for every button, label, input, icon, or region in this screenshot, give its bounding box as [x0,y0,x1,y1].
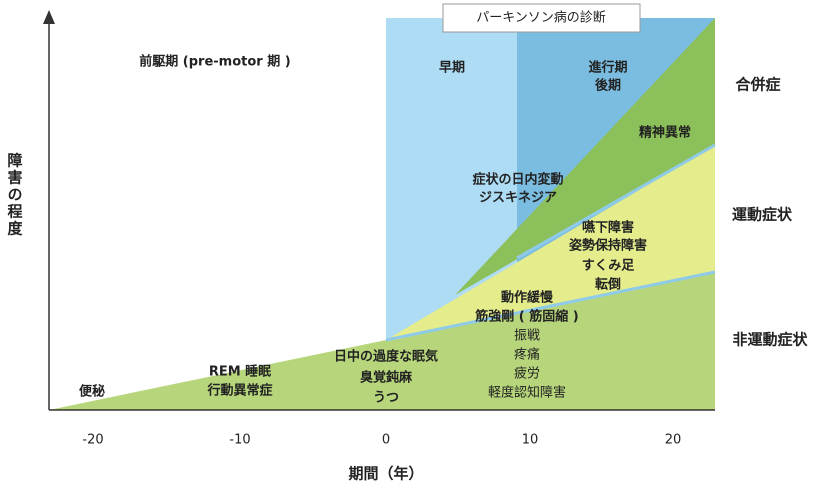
symptom: 姿勢保持障害 [569,238,647,254]
motor-area [386,145,715,340]
category-label: 運動症状 [732,206,793,224]
boundary [516,143,716,260]
x-axis-title: 期間（年） [348,465,423,483]
y-axis-title: 障害の程度 [6,152,24,238]
category-label: 合併症 [734,76,780,94]
phase-label: 進行期 [588,60,627,76]
category-label: 非運動症状 [732,331,808,349]
symptom: 日中の過度な眠気 [334,349,438,365]
header-box [442,3,641,33]
symptom: 転倒 [595,277,621,293]
symptom: ジスキネジア [479,191,557,206]
y-arrow [43,10,55,24]
header: パーキンソン病の診断 [476,10,606,26]
symptom: 疲労 [514,366,540,382]
x-tick-label: 10 [522,433,539,448]
symptom: REM 睡眠 [209,364,271,380]
symptom: 疼痛 [514,347,540,363]
symptom: 嚥下障害 [582,220,634,236]
symptom: 動作緩慢 [501,290,554,306]
symptom: すくみ足 [582,259,636,274]
symptom: 筋強剛 ( 筋固縮 ) [474,309,578,325]
complication-area [455,18,715,295]
symptom: 精神異常 [639,125,691,141]
x-tick-label: 20 [665,433,682,448]
boundary [385,270,716,342]
phase-label: 前駆期 (pre-motor 期 ) [139,54,290,70]
symptom: うつ [373,391,399,406]
symptom: 症状の日内変動 [472,172,563,188]
symptom: 便秘 [79,384,105,400]
symptom: 行動異常症 [206,383,272,399]
symptom: 臭覚鈍麻 [360,370,413,386]
phase-label: 早期 [439,61,465,76]
symptom: 振戦 [514,329,540,344]
x-tick-label: -10 [229,433,250,448]
x-tick-label: -20 [82,433,103,448]
phase-label: 後期 [595,78,621,94]
x-tick-label: 0 [382,433,390,448]
symptom: 軽度認知障害 [488,385,566,401]
